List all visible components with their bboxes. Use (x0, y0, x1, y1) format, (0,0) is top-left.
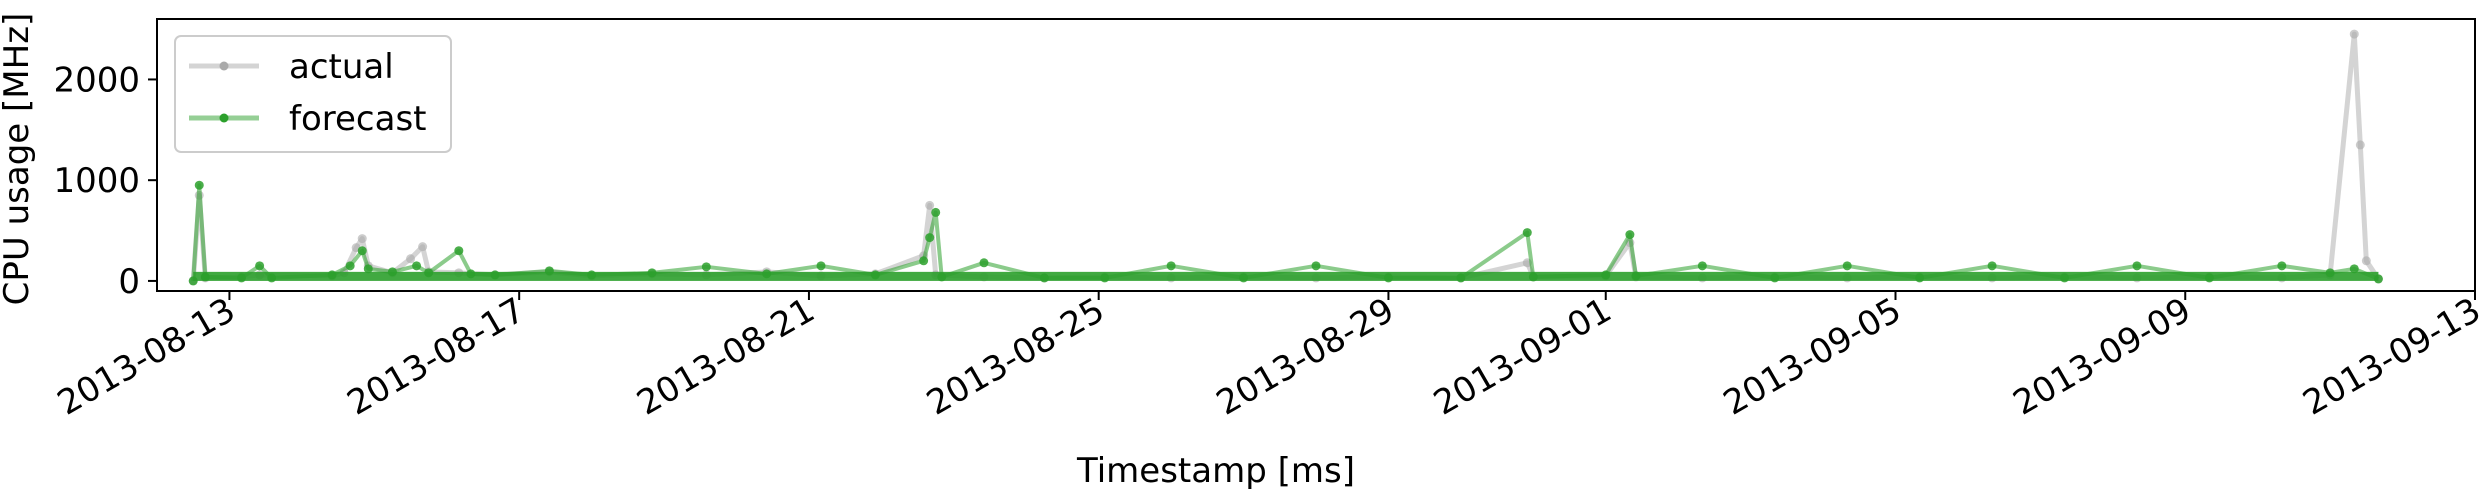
data-point-forecast-19 (701, 262, 711, 272)
data-point-forecast-25 (931, 207, 941, 217)
data-point-forecast-30 (1166, 261, 1176, 271)
y-axis-ticks: 0 1000 2000 (53, 60, 157, 302)
data-point-actual-12 (418, 242, 428, 252)
data-point-forecast-48 (2277, 261, 2287, 271)
series-band-forecast (193, 271, 2379, 281)
legend-marker-actual (219, 61, 229, 71)
data-point-forecast-9 (363, 264, 373, 274)
data-point-actual-24 (925, 200, 935, 210)
data-point-forecast-44 (1987, 261, 1997, 271)
data-point-forecast-35 (1522, 228, 1532, 238)
legend-label-forecast: forecast (289, 99, 427, 139)
data-point-forecast-13 (454, 246, 464, 256)
data-point-actual-50 (2355, 140, 2365, 150)
x-tick-label-6: 2013-09-05 (1717, 290, 1908, 423)
x-tick-label-0: 2013-08-13 (51, 290, 242, 423)
plot-series (188, 29, 2383, 286)
data-point-forecast-11 (412, 261, 422, 271)
x-tick-label-3: 2013-08-25 (920, 290, 1111, 423)
x-tick-label-4: 2013-08-29 (1210, 290, 1401, 423)
data-point-forecast-1 (194, 180, 204, 190)
x-tick-label-1: 2013-08-17 (341, 290, 532, 423)
legend-entry-actual: actual (189, 47, 394, 87)
data-point-actual-49 (2349, 29, 2359, 39)
plot-frame (156, 18, 2476, 292)
x-axis-label: Timestamp [ms] (1076, 451, 1355, 490)
data-point-actual-8 (357, 234, 367, 244)
data-point-forecast-7 (345, 261, 355, 271)
legend-entry-forecast: forecast (189, 99, 427, 139)
data-point-forecast-50 (2349, 264, 2359, 274)
x-axis-ticks: 2013-08-13 2013-08-17 2013-08-21 2013-08-25… (51, 290, 2481, 423)
data-point-forecast-21 (816, 261, 826, 271)
x-tick-label-2: 2013-08-21 (630, 290, 821, 423)
data-point-forecast-4 (255, 261, 265, 271)
y-tick-label-1: 1000 (53, 161, 140, 201)
series-line-forecast (191, 183, 2380, 282)
legend-marker-forecast (219, 113, 229, 123)
data-point-forecast-42 (1842, 261, 1852, 271)
x-tick-label-5: 2013-09-01 (1427, 290, 1618, 423)
data-point-actual-51 (2361, 256, 2371, 266)
data-point-forecast-27 (979, 258, 989, 268)
data-point-forecast-40 (1697, 261, 1707, 271)
x-tick-label-7: 2013-09-09 (2007, 290, 2198, 423)
data-point-forecast-32 (1311, 261, 1321, 271)
legend-label-actual: actual (289, 47, 394, 87)
y-axis-label: CPU usage [MHz] (0, 13, 37, 306)
x-tick-label-8: 2013-09-13 (2296, 290, 2481, 423)
data-point-actual-11 (406, 254, 416, 264)
data-point-forecast-24 (925, 233, 935, 243)
y-tick-label-0: 0 (118, 262, 140, 302)
series-line-actual (190, 31, 2381, 282)
y-tick-label-2: 2000 (53, 60, 140, 100)
legend: actual forecast (174, 35, 452, 153)
data-point-forecast-46 (2132, 261, 2142, 271)
data-point-forecast-8 (357, 246, 367, 256)
data-point-forecast-23 (919, 256, 929, 266)
data-point-forecast-38 (1625, 230, 1635, 240)
